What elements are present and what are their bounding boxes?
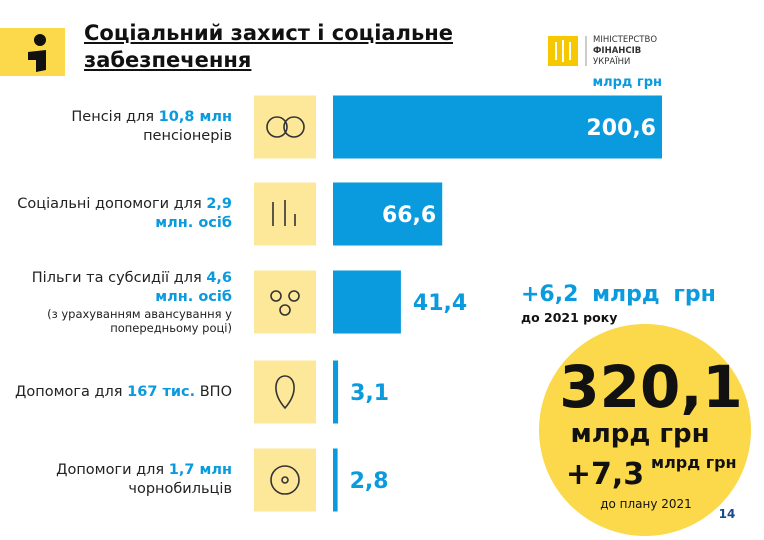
total-circle [539, 324, 751, 536]
trident [555, 40, 571, 62]
bar [333, 270, 401, 334]
label-part: 167 тис. [127, 383, 196, 400]
bar [333, 95, 662, 159]
label-part: 2,9 млн. осіб [155, 196, 232, 231]
logo-mark [28, 50, 46, 72]
ministry: УКРАЇНИ [593, 56, 630, 67]
icon [272, 200, 296, 226]
icon [270, 465, 300, 495]
bar [333, 448, 338, 512]
ministry: ФІНАНСІВ [593, 46, 641, 56]
icon [270, 290, 282, 302]
label-part: 4,6 млн. осіб [155, 270, 232, 305]
value-label: 66,6 [382, 203, 436, 228]
label-part: чорнобильців [128, 481, 232, 497]
icon-box [254, 95, 316, 159]
value-label: 200,6 [586, 116, 656, 141]
label-part: пенсіонерів [143, 128, 232, 144]
icon-box [254, 270, 316, 334]
category-label: Пенсія для 10,8 млн пенсіонерів [10, 108, 232, 146]
total-delta: +7,3 [566, 457, 644, 492]
label-part: Допомоги для [56, 462, 169, 478]
icon [279, 304, 291, 316]
total-note: до плану 2021 [600, 497, 692, 511]
icon [288, 290, 300, 302]
logo-dot [34, 34, 46, 46]
category-label: Пільги та субсидії для 4,6 млн. осіб (з у… [10, 269, 232, 335]
label-part: 10,8 млн [158, 109, 232, 125]
icon [275, 375, 295, 410]
category-label: Допомога для 167 тис. ВПО [10, 383, 232, 402]
label-part: ВПО [195, 383, 232, 400]
icon [283, 116, 305, 138]
bar [333, 182, 443, 246]
label-part: Пенсія для [71, 109, 159, 125]
label-part: Допомога для [15, 383, 128, 400]
change: +6,2 млрд грн [521, 282, 716, 307]
page-number: 14 [719, 507, 736, 521]
icon [266, 116, 288, 138]
total-delta-unit: млрд грн [651, 453, 737, 472]
bar [333, 360, 339, 424]
category-label: Соціальні допомоги для 2,9 млн. осіб [10, 195, 232, 233]
icon-box [254, 360, 316, 424]
total-unit: млрд грн [570, 419, 709, 449]
ministry: МІНІСТЕРСТВО [593, 35, 657, 45]
category-label: Допомоги для 1,7 млн чорнобильців [10, 461, 232, 499]
change-note: до 2021 року [521, 310, 617, 325]
icon [281, 476, 289, 484]
value-label: 2,8 [350, 469, 389, 494]
label-part: Соціальні допомоги для [17, 196, 207, 212]
label-part: 1,7 млн [168, 462, 232, 478]
unit: млрд грн [592, 75, 662, 90]
total-value: 320,1 [559, 353, 742, 421]
label-part: Пільги та субсидії для [31, 270, 207, 286]
icon-box [254, 448, 316, 512]
value-label: 3,1 [350, 381, 389, 406]
label-part: (з урахуванням авансування у попередньом… [47, 307, 232, 335]
value-label: 41,4 [413, 291, 467, 316]
title: Соціальний захист і соціальне забезпечен… [84, 21, 453, 72]
